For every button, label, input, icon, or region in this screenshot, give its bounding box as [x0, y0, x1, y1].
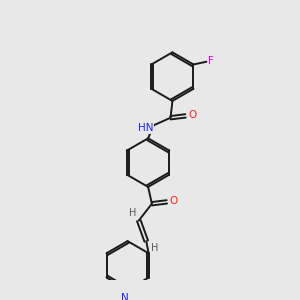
Text: H: H: [129, 208, 136, 218]
Text: O: O: [169, 196, 178, 206]
Text: HN: HN: [138, 123, 153, 133]
Text: F: F: [208, 56, 214, 66]
Text: O: O: [188, 110, 196, 120]
Text: N: N: [121, 293, 129, 300]
Text: H: H: [151, 243, 158, 253]
